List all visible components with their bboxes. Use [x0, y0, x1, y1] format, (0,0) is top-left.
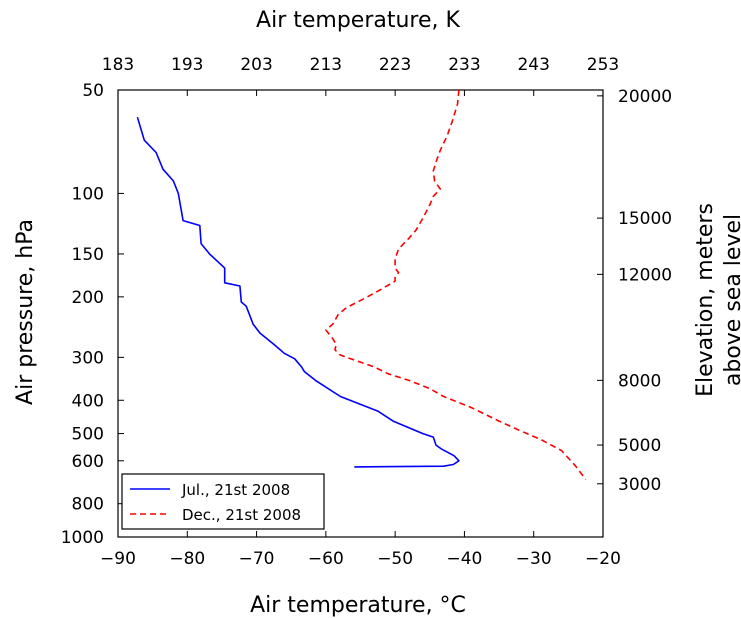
x2-tick-label: 193	[171, 55, 203, 75]
plot-area	[117, 89, 604, 538]
y2-tick-label: 15000	[618, 209, 672, 229]
series-line-july	[136, 116, 460, 468]
y-axis-right: 20000 15000 12000 8000 5000 3000	[597, 87, 672, 495]
y2-tick-label: 12000	[618, 265, 672, 285]
x-tick-label: −20	[585, 549, 621, 569]
x2-tick-label: 223	[379, 55, 411, 75]
x-tick-label: −90	[100, 549, 136, 569]
x2-tick-label: 213	[310, 55, 342, 75]
y-tick-label: 800	[72, 495, 104, 515]
y-tick-label: 100	[72, 184, 104, 204]
plot-border	[117, 89, 604, 538]
y2-tick-label: 3000	[618, 475, 661, 495]
legend: Jul., 21st 2008 Dec., 21st 2008	[121, 473, 325, 530]
y-axis-left: 50 100 150 200 300 400 500 600 800 1000	[61, 81, 124, 548]
y-tick-label: 500	[72, 425, 104, 445]
x-tick-label: −60	[308, 549, 344, 569]
y-tick-label: 400	[72, 391, 104, 411]
x-tick-label: −80	[169, 549, 205, 569]
y-tick-label: 300	[72, 348, 104, 368]
x2-tick-label: 183	[102, 55, 134, 75]
x2-tick-label: 243	[517, 55, 549, 75]
x2-tick-label: 253	[587, 55, 619, 75]
y-tick-label: 50	[82, 81, 104, 101]
legend-label-dec: Dec., 21st 2008	[182, 506, 301, 524]
x2-tick-label: 233	[448, 55, 480, 75]
y2-tick-label: 8000	[618, 371, 661, 391]
x-tick-label: −50	[377, 549, 413, 569]
legend-box	[121, 473, 325, 530]
x-tick-label: −40	[446, 549, 482, 569]
y-tick-label: 150	[72, 245, 104, 265]
y2-axis-title-line-2: above sea level	[721, 214, 741, 386]
x2-tick-label: 203	[240, 55, 272, 75]
x-axis-bottom: −90 −80 −70 −60 −50 −40 −30 −20	[100, 531, 621, 569]
y-tick-label: 600	[72, 452, 104, 472]
x-axis-top: 183 193 203 213 223 233 243 253	[102, 55, 619, 96]
y2-tick-label: 20000	[618, 87, 672, 107]
y-tick-label: 200	[72, 288, 104, 308]
x-tick-label: −30	[516, 549, 552, 569]
legend-label-jul: Jul., 21st 2008	[181, 481, 290, 499]
x-axis-title: Air temperature, °C	[250, 593, 466, 618]
y-axis-title: Air pressure, hPa	[13, 219, 38, 405]
x-tick-label: −70	[239, 549, 275, 569]
y-tick-label: 1000	[61, 528, 104, 548]
series-group	[136, 89, 587, 480]
x2-axis-title: Air temperature, K	[256, 8, 460, 33]
series-line-december	[325, 89, 587, 480]
y2-tick-label: 5000	[618, 436, 661, 456]
y2-axis-title-line-1: Elevation, meters	[693, 203, 718, 397]
